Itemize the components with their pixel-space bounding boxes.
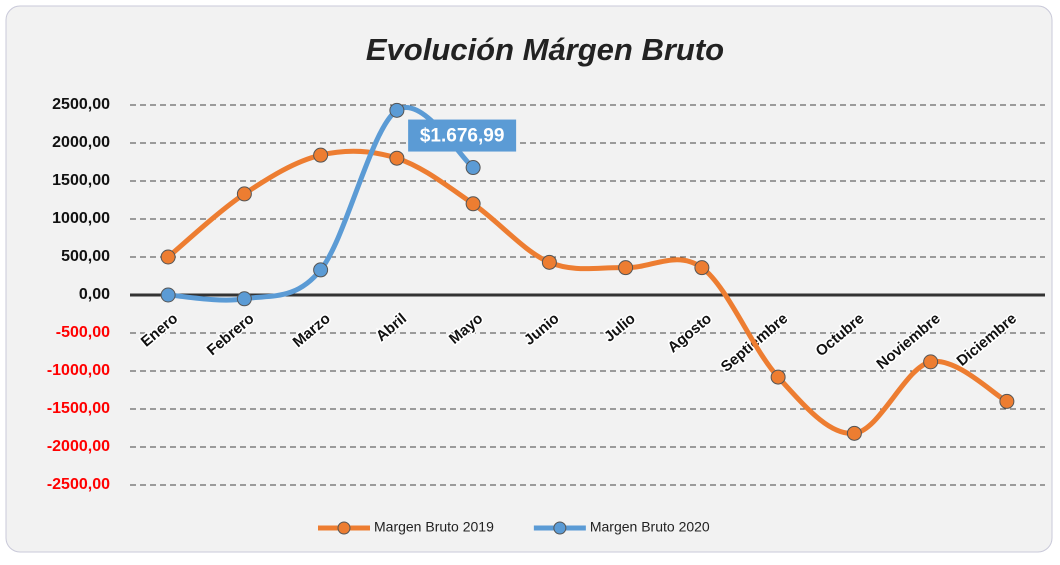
y-tick-label: 0,00 xyxy=(79,286,110,303)
data-point xyxy=(770,369,786,385)
data-label: $1.676,99 xyxy=(408,119,517,152)
legend-label: Margen Bruto 2019 xyxy=(374,519,494,535)
data-point xyxy=(160,287,176,303)
data-point xyxy=(541,254,557,270)
data-point xyxy=(694,260,710,276)
data-point xyxy=(313,262,329,278)
chart-area xyxy=(5,5,1053,553)
data-point xyxy=(465,196,481,212)
data-point xyxy=(999,393,1015,409)
y-tick-label: -500,00 xyxy=(56,324,110,341)
data-point xyxy=(160,249,176,265)
data-label-box xyxy=(408,119,517,152)
data-label-text: $1.676,99 xyxy=(420,126,505,147)
data-point xyxy=(389,102,405,118)
data-point xyxy=(313,147,329,163)
y-tick-label: -2500,00 xyxy=(47,476,110,493)
legend-label: Margen Bruto 2020 xyxy=(590,519,710,535)
legend-marker xyxy=(553,521,567,535)
data-point xyxy=(618,260,634,276)
y-tick-label: 1500,00 xyxy=(52,172,110,189)
y-tick-label: 500,00 xyxy=(61,248,110,265)
legend-marker xyxy=(337,521,351,535)
data-point xyxy=(465,160,481,176)
y-tick-label: -1000,00 xyxy=(47,362,110,379)
y-tick-label: 1000,00 xyxy=(52,210,110,227)
series-line xyxy=(165,105,476,303)
y-tick-label: 2500,00 xyxy=(52,96,110,113)
y-tick-label: 2000,00 xyxy=(52,134,110,151)
y-tick-label: -1500,00 xyxy=(47,400,110,417)
data-point xyxy=(846,425,862,441)
data-point xyxy=(236,186,252,202)
chart-title: Evolución Márgen Bruto xyxy=(366,32,724,67)
data-point xyxy=(389,150,405,166)
y-tick-label: -2000,00 xyxy=(47,438,110,455)
data-point xyxy=(236,291,252,307)
data-point xyxy=(923,354,939,370)
